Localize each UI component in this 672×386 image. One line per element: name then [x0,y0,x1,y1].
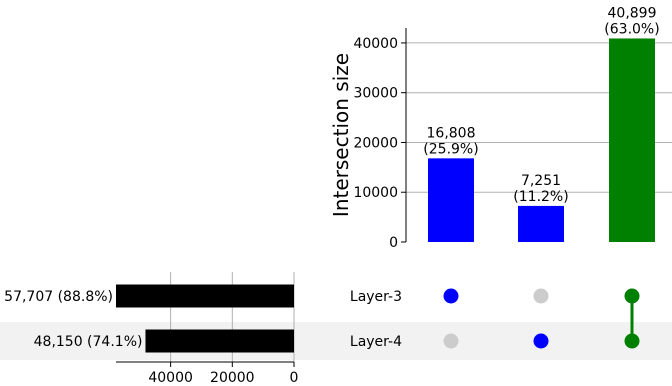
set-size-label: 48,150 (74.1%) [34,334,143,350]
intersection-bar [428,158,474,242]
set-name-label: Layer-3 [350,289,402,305]
bar-percent-label: (25.9%) [423,141,478,157]
y-tick-label: 10000 [353,185,398,201]
bar-percent-label: (11.2%) [513,189,568,205]
y-tick-label: 30000 [353,86,398,102]
matrix-dot-active [624,288,640,304]
matrix-dot-inactive [533,288,549,304]
bar-percent-label: (63.0%) [604,21,659,37]
set-size-label: 57,707 (88.8%) [4,289,113,305]
matrix-dot-active [533,333,549,349]
matrix-dot-inactive [443,333,459,349]
y-axis-label: Intersection size [329,53,353,217]
set-size-bar [145,329,294,353]
set-size-bar [116,284,294,308]
y-tick-label: 20000 [353,135,398,151]
set-name-label: Layer-4 [350,334,402,350]
matrix-dot-active [624,333,640,349]
set-size-tick-label: 20000 [210,370,255,386]
y-tick-label: 40000 [353,36,398,52]
row-stripe [0,322,672,360]
bar-value-label: 7,251 [521,173,561,189]
intersection-bar [609,38,655,242]
set-size-tick-label: 0 [290,370,299,386]
matrix-dot-active [443,288,459,304]
set-size-tick-label: 40000 [148,370,193,386]
bar-value-label: 16,808 [427,125,476,141]
bar-value-label: 40,899 [608,5,657,21]
y-tick-label: 0 [389,235,398,251]
intersection-bar [518,205,564,242]
